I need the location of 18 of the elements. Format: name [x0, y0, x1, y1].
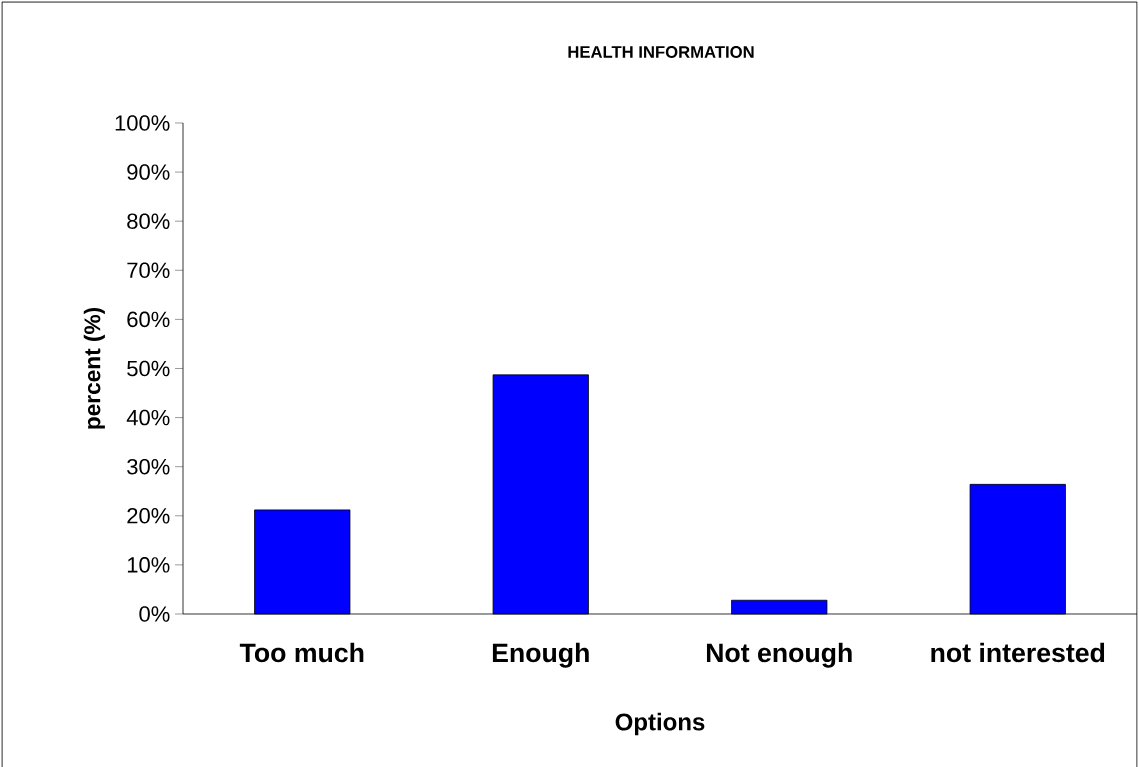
- y-axis-title: percent (%): [83, 307, 105, 429]
- y-tick-label: 30%: [127, 458, 170, 475]
- y-tick-label: 70%: [127, 262, 170, 279]
- y-tick-label: 60%: [127, 311, 170, 328]
- y-tick-label: 40%: [126, 409, 170, 426]
- x-tick-label: Enough: [492, 642, 589, 668]
- y-tick-label: 10%: [127, 557, 170, 573]
- y-tick-label: 0%: [139, 606, 170, 622]
- y-tick-label: 50%: [127, 360, 170, 377]
- x-tick-label: Not enough: [706, 642, 852, 668]
- y-tick-label: 90%: [127, 164, 170, 180]
- x-tick-label: Too much: [239, 642, 364, 663]
- y-tick-label: 80%: [127, 213, 170, 229]
- chart-title: HEALTH INFORMATION: [568, 46, 754, 58]
- x-tick-label: not interested: [931, 642, 1105, 663]
- y-tick-label: 100%: [115, 115, 170, 131]
- x-axis-title: Options: [615, 712, 705, 736]
- y-tick-label: 20%: [127, 507, 170, 524]
